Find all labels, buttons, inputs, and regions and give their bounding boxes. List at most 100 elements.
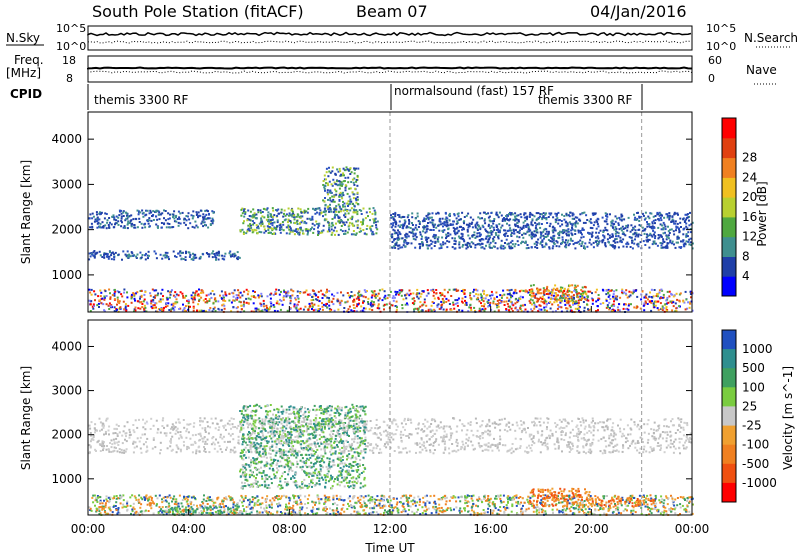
- echo-cell: [648, 238, 651, 241]
- echo-cell: [582, 504, 585, 507]
- beam-title: Beam 07: [356, 2, 428, 21]
- echo-cell: [253, 212, 256, 215]
- echo-cell: [392, 222, 395, 225]
- echo-cell: [678, 305, 681, 308]
- echo-cell: [425, 236, 428, 239]
- echo-cell: [119, 502, 122, 505]
- echo-cell: [301, 219, 304, 222]
- echo-cell: [620, 215, 623, 218]
- echo-cell: [677, 236, 680, 239]
- echo-cell: [445, 496, 448, 499]
- echo-cell: [324, 213, 327, 216]
- echo-cell: [209, 224, 212, 226]
- echo-cell: [535, 507, 538, 510]
- echo-cell: [175, 256, 178, 258]
- echo-cell: [478, 239, 481, 241]
- echo-cell: [196, 213, 199, 216]
- echo-cell: [328, 297, 330, 299]
- echo-cell: [311, 308, 313, 310]
- echo-cell: [260, 211, 262, 214]
- echo-cell: [216, 254, 219, 257]
- echo-cell: [671, 215, 674, 218]
- echo-cell: [571, 223, 574, 226]
- y-tick-label: 4000: [51, 132, 82, 146]
- echo-cell: [556, 508, 559, 511]
- echo-cell: [288, 212, 291, 215]
- echo-cell: [268, 220, 271, 223]
- echo-cell: [685, 234, 688, 237]
- echo-cell: [230, 255, 232, 258]
- echo-cell: [597, 309, 599, 312]
- echo-cell: [483, 218, 486, 221]
- echo-cell: [551, 240, 554, 243]
- echo-cell: [629, 294, 632, 297]
- echo-cell: [566, 294, 569, 297]
- echo-cell: [360, 221, 362, 224]
- echo-cell: [496, 295, 498, 298]
- echo-cell: [450, 308, 453, 311]
- echo-cell: [328, 226, 331, 229]
- echo-cell: [145, 209, 147, 212]
- echo-cell: [408, 219, 410, 221]
- echo-cell: [466, 230, 469, 233]
- echo-cell: [88, 299, 91, 302]
- echo-cell: [243, 310, 246, 313]
- echo-cell: [266, 511, 269, 514]
- echo-cell: [319, 231, 322, 234]
- echo-cell: [431, 219, 434, 221]
- echo-cell: [404, 510, 407, 513]
- echo-cell: [163, 222, 166, 225]
- echo-cell: [200, 222, 203, 225]
- echo-cell: [466, 244, 468, 247]
- echo-cell: [532, 301, 535, 304]
- echo-cell: [577, 229, 580, 232]
- echo-cell: [660, 288, 663, 291]
- echo-cell: [139, 297, 141, 300]
- echo-cell: [330, 200, 333, 203]
- echo-cell: [537, 292, 540, 295]
- echo-cell: [267, 218, 270, 221]
- echo-cell: [662, 240, 665, 243]
- echo-cell: [487, 299, 490, 302]
- echo-cell: [268, 226, 271, 228]
- echo-cell: [472, 218, 475, 221]
- echo-cell: [367, 494, 370, 497]
- echo-cell: [140, 222, 143, 225]
- echo-cell: [306, 233, 309, 236]
- echo-cell: [344, 189, 347, 192]
- echo-cell: [650, 234, 653, 237]
- echo-cell: [260, 224, 263, 227]
- echo-cell: [372, 291, 374, 294]
- echo-cell: [555, 214, 558, 217]
- echo-cell: [551, 289, 554, 292]
- echo-cell: [274, 227, 277, 230]
- echo-cell: [511, 243, 514, 246]
- echo-cell: [198, 309, 201, 312]
- echo-cell: [621, 232, 624, 235]
- echo-cell: [98, 513, 101, 515]
- echo-cell: [457, 230, 460, 233]
- echo-cell: [328, 230, 331, 233]
- echo-cell: [489, 294, 492, 297]
- echo-cell: [618, 303, 620, 306]
- echo-cell: [515, 496, 518, 499]
- echo-cell: [668, 212, 671, 215]
- echo-cell: [592, 241, 595, 244]
- echo-cell: [368, 207, 371, 210]
- echo-cell: [187, 304, 190, 307]
- echo-cell: [542, 216, 545, 219]
- echo-cell: [574, 247, 577, 250]
- echo-cell: [580, 289, 583, 291]
- echo-cell: [164, 305, 167, 308]
- echo-cell: [595, 240, 598, 243]
- echo-cell: [581, 290, 584, 293]
- echo-cell: [544, 300, 547, 303]
- echo-cell: [407, 504, 410, 507]
- echo-cell: [130, 251, 133, 254]
- echo-cell: [617, 509, 620, 512]
- echo-cell: [549, 298, 552, 301]
- echo-cell: [610, 305, 613, 308]
- echo-cell: [327, 221, 330, 224]
- echo-cell: [589, 238, 591, 241]
- echo-cell: [264, 500, 267, 503]
